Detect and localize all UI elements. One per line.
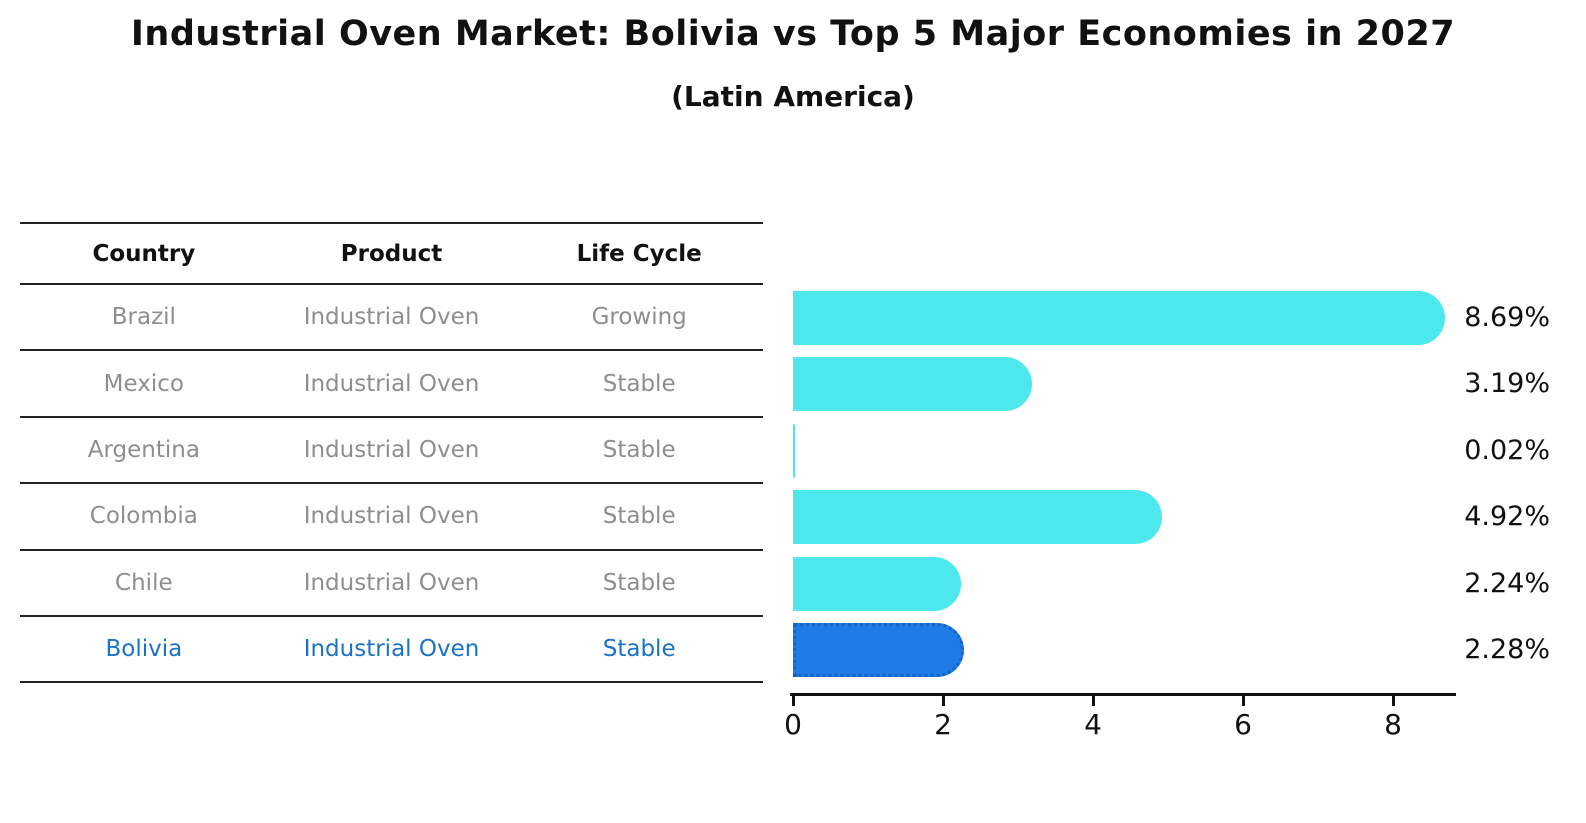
table-row-brazil: Brazil Industrial Oven Growing	[20, 285, 763, 352]
table-cell-life-cycle: Stable	[602, 370, 676, 397]
country-table: Country Product Life Cycle Brazil Industr…	[20, 222, 763, 684]
chart-subtitle: (Latin America)	[671, 80, 915, 113]
table-row-argentina: Argentina Industrial Oven Stable	[20, 418, 763, 485]
x-axis-line	[790, 693, 1456, 696]
table-cell-product: Industrial Oven	[303, 304, 480, 331]
table-cell-life-cycle: Stable	[602, 503, 676, 530]
table-row-colombia: Colombia Industrial Oven Stable	[20, 484, 763, 551]
bar-mexico	[793, 357, 1033, 412]
table-cell-life-cycle: Stable	[602, 436, 676, 463]
value-label-argentina: 0.02%	[1464, 434, 1550, 466]
value-label-brazil: 8.69%	[1464, 302, 1550, 333]
value-label-bolivia: 2.28%	[1464, 634, 1550, 665]
table-header-row: Country Product Life Cycle	[20, 222, 763, 285]
bar-bolivia	[793, 623, 964, 677]
value-label-mexico: 3.19%	[1464, 368, 1550, 400]
table-body: Brazil Industrial Oven Growing Mexico Indust…	[20, 285, 763, 684]
table-cell-country: Brazil	[111, 304, 176, 331]
table-cell-product: Industrial Oven	[303, 370, 480, 397]
x-axis-tick-label-4: 4	[1084, 708, 1102, 741]
bar-argentina	[793, 423, 795, 478]
bar-colombia	[793, 490, 1162, 545]
table-cell-product: Industrial Oven	[303, 636, 480, 663]
table-row-mexico: Mexico Industrial Oven Stable	[20, 351, 763, 418]
table-cell-country: Mexico	[103, 370, 184, 397]
x-axis-tick-label-6: 6	[1234, 708, 1252, 741]
table-cell-life-cycle: Stable	[602, 569, 676, 596]
x-axis-tick-4	[1091, 696, 1095, 706]
table-cell-product: Industrial Oven	[303, 569, 480, 596]
table-cell-country: Bolivia	[105, 636, 183, 663]
table-cell-product: Industrial Oven	[303, 436, 480, 463]
x-axis-tick-label-8: 8	[1384, 708, 1402, 741]
table-header-life-cycle: Life Cycle	[576, 240, 702, 267]
value-label-chile: 2.24%	[1464, 567, 1550, 599]
x-axis-tick-label-0: 0	[784, 708, 802, 741]
table-row-bolivia: Bolivia Industrial Oven Stable	[20, 617, 763, 684]
bar-chile	[793, 556, 961, 611]
table-cell-country: Argentina	[87, 436, 200, 463]
table-row-chile: Chile Industrial Oven Stable	[20, 551, 763, 617]
table-cell-life-cycle: Growing	[591, 304, 687, 331]
x-axis-tick-8	[1391, 696, 1395, 706]
table-header-product: Product	[340, 240, 443, 267]
table-cell-country: Colombia	[89, 503, 198, 530]
x-axis-tick-label-2: 2	[934, 708, 952, 741]
table-cell-country: Chile	[115, 569, 173, 596]
value-label-colombia: 4.92%	[1464, 501, 1550, 533]
table-header-country: Country	[92, 240, 196, 267]
x-axis-tick-6	[1241, 696, 1245, 706]
x-axis-tick-0	[791, 696, 795, 706]
bar-brazil	[793, 291, 1445, 345]
chart-title: Industrial Oven Market: Bolivia vs Top 5…	[130, 14, 1456, 54]
table-cell-product: Industrial Oven	[303, 503, 480, 530]
x-axis-tick-2	[941, 696, 945, 706]
table-cell-life-cycle: Stable	[602, 636, 676, 663]
